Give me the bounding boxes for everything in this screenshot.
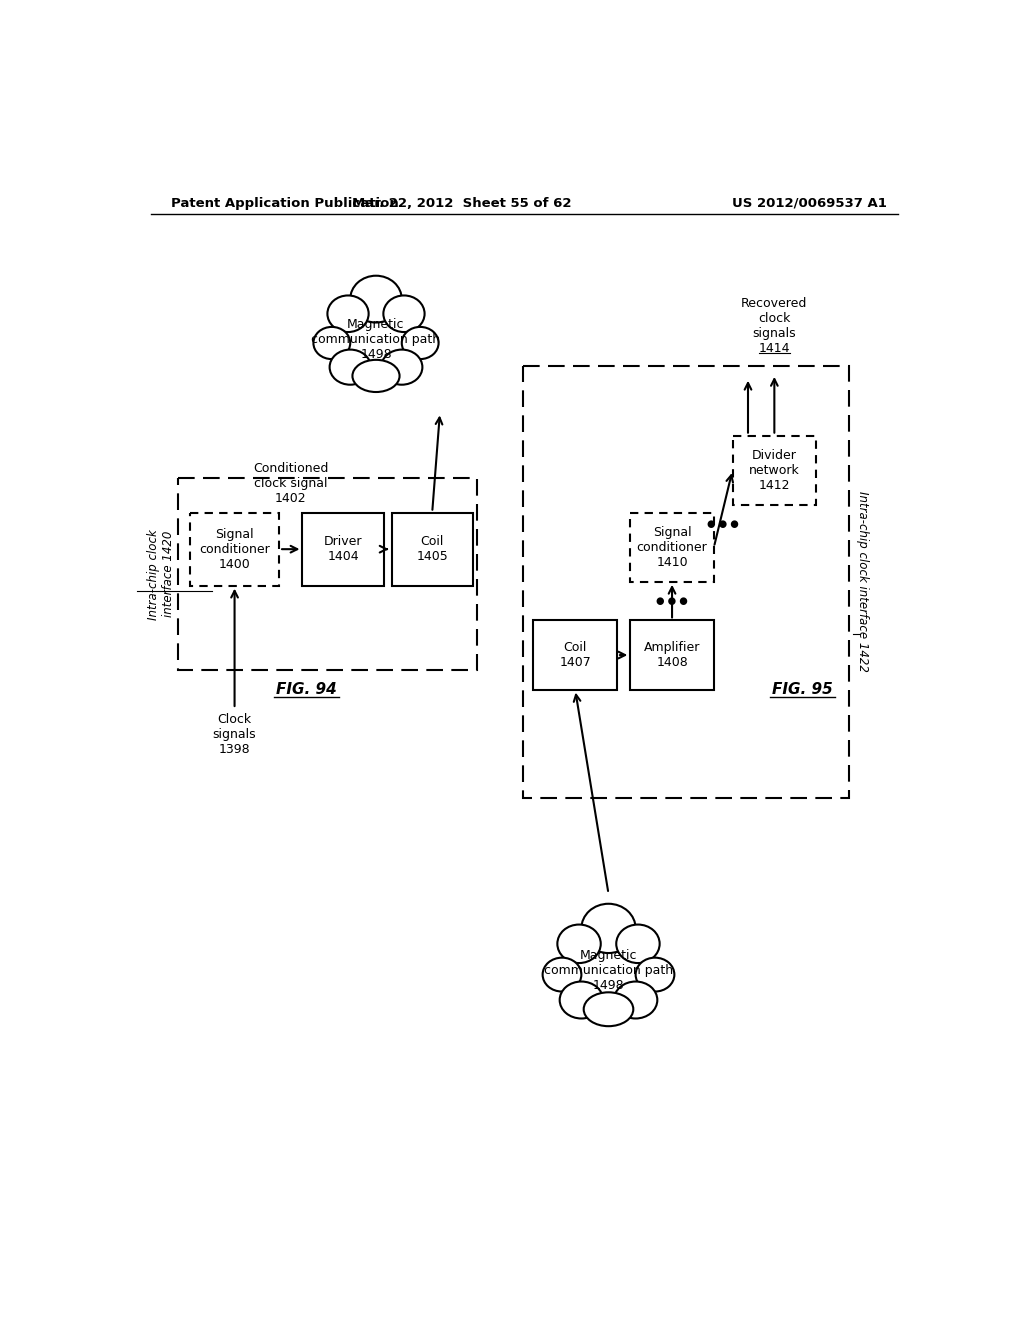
Text: Amplifier
1408: Amplifier 1408 bbox=[644, 642, 700, 669]
Text: Mar. 22, 2012  Sheet 55 of 62: Mar. 22, 2012 Sheet 55 of 62 bbox=[351, 197, 571, 210]
Text: Coil
1405: Coil 1405 bbox=[417, 535, 449, 564]
Bar bbox=[178, 478, 477, 671]
Text: Intra-chip clock
interface 1420: Intra-chip clock interface 1420 bbox=[146, 529, 174, 619]
Ellipse shape bbox=[616, 924, 659, 964]
Text: Conditioned
clock signal
1402: Conditioned clock signal 1402 bbox=[253, 462, 329, 506]
Bar bbox=[391, 512, 473, 586]
Text: Divider
network
1412: Divider network 1412 bbox=[749, 449, 800, 492]
Ellipse shape bbox=[381, 350, 422, 384]
Bar bbox=[523, 367, 849, 797]
Ellipse shape bbox=[383, 296, 425, 333]
Text: Magnetic
communication path
1498: Magnetic communication path 1498 bbox=[311, 318, 440, 360]
Ellipse shape bbox=[543, 958, 582, 991]
Text: Intra-chip clock interface 1422: Intra-chip clock interface 1422 bbox=[856, 491, 869, 672]
Ellipse shape bbox=[352, 360, 399, 392]
Ellipse shape bbox=[350, 276, 401, 322]
Ellipse shape bbox=[557, 924, 601, 964]
Ellipse shape bbox=[330, 350, 371, 384]
Text: Driver
1404: Driver 1404 bbox=[324, 535, 362, 564]
Bar bbox=[534, 620, 617, 689]
Text: ● ● ●: ● ● ● bbox=[656, 597, 688, 606]
Text: Magnetic
communication path
1498: Magnetic communication path 1498 bbox=[544, 949, 673, 993]
Text: Signal
conditioner
1410: Signal conditioner 1410 bbox=[637, 525, 708, 569]
Text: Patent Application Publication: Patent Application Publication bbox=[171, 197, 398, 210]
Ellipse shape bbox=[328, 296, 369, 333]
Ellipse shape bbox=[560, 982, 603, 1019]
Bar bbox=[302, 512, 384, 586]
Bar bbox=[630, 512, 714, 582]
Ellipse shape bbox=[582, 904, 636, 953]
Bar bbox=[190, 512, 280, 586]
Ellipse shape bbox=[636, 958, 675, 991]
Text: FIG. 95: FIG. 95 bbox=[772, 682, 833, 697]
Ellipse shape bbox=[313, 327, 350, 359]
Text: US 2012/0069537 A1: US 2012/0069537 A1 bbox=[732, 197, 888, 210]
Text: Signal
conditioner
1400: Signal conditioner 1400 bbox=[200, 528, 270, 570]
Text: Coil
1407: Coil 1407 bbox=[559, 642, 591, 669]
Ellipse shape bbox=[584, 993, 633, 1026]
Ellipse shape bbox=[401, 327, 438, 359]
Text: Clock
signals
1398: Clock signals 1398 bbox=[213, 713, 256, 756]
Bar bbox=[732, 436, 816, 506]
Ellipse shape bbox=[614, 982, 657, 1019]
Text: ● ● ●: ● ● ● bbox=[708, 519, 739, 529]
Bar bbox=[630, 620, 714, 689]
Text: FIG. 94: FIG. 94 bbox=[275, 682, 337, 697]
Text: Recovered
clock
signals
1414: Recovered clock signals 1414 bbox=[741, 297, 808, 355]
